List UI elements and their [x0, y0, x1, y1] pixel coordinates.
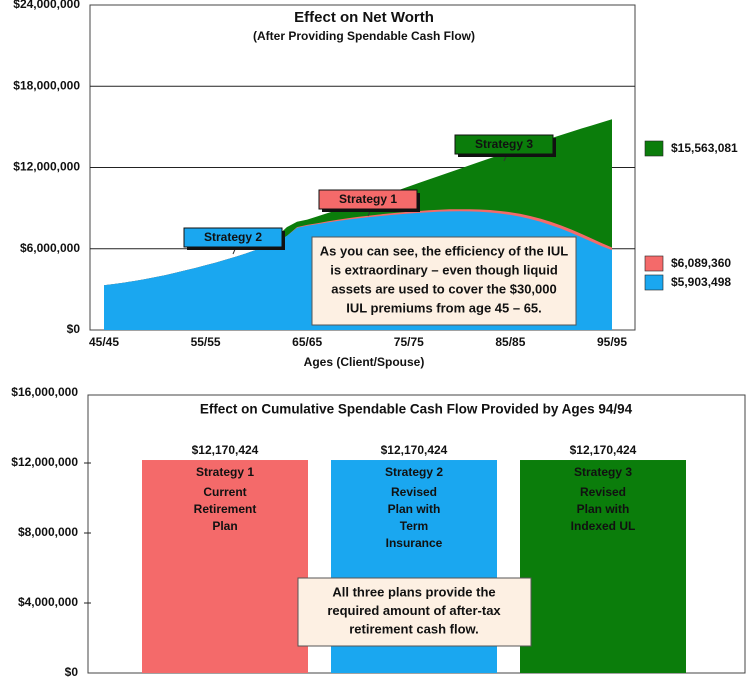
bar-category: Strategy 1: [196, 465, 254, 479]
y-tick-label: $0: [67, 322, 81, 336]
note-line: As you can see, the efficiency of the IU…: [320, 243, 569, 258]
bar-description: Term: [400, 519, 428, 533]
bar-description: Plan: [212, 519, 237, 533]
y-tick-label: $4,000,000: [18, 595, 78, 609]
callout-label: Strategy 3: [475, 137, 533, 151]
callout-box: [183, 227, 283, 248]
bar-description: Plan with: [577, 502, 630, 516]
x-tick-label: 65/65: [292, 335, 322, 349]
bar-description: Revised: [580, 485, 626, 499]
y-tick-label: $6,000,000: [20, 241, 80, 255]
chart-title: Effect on Cumulative Spendable Cash Flow…: [200, 402, 633, 417]
y-tick-label: $16,000,000: [11, 385, 78, 399]
legend-swatch: [644, 274, 664, 291]
value-label: $12,170,424: [381, 443, 448, 457]
value-label: $12,170,424: [192, 443, 259, 457]
x-tick-label: 95/95: [597, 335, 627, 349]
y-tick-label: $12,000,000: [11, 455, 78, 469]
callout-box: [454, 134, 554, 155]
legend-label: $5,903,498: [671, 275, 731, 289]
note-box: [297, 577, 532, 647]
x-tick-label: 45/45: [89, 335, 119, 349]
note-line: IUL premiums from age 45 – 65.: [346, 300, 542, 315]
value-label: $12,170,424: [570, 443, 637, 457]
bar-description: Indexed UL: [571, 519, 636, 533]
note-line: assets are used to cover the $30,000: [331, 281, 556, 296]
legend-swatch: [644, 255, 664, 272]
bar-description: Plan with: [388, 502, 441, 516]
callout-box: [318, 189, 418, 210]
bar-category: Strategy 2: [385, 465, 443, 479]
x-tick-label: 85/85: [495, 335, 525, 349]
y-tick-label: $18,000,000: [13, 78, 80, 92]
legend-label: $15,563,081: [671, 141, 738, 155]
legend-label: $6,089,360: [671, 256, 731, 270]
bar: [520, 460, 686, 673]
bar: [142, 460, 308, 673]
note-line: required amount of after-tax: [327, 603, 501, 618]
note-line: retirement cash flow.: [349, 621, 479, 636]
x-tick-label: 75/75: [394, 335, 424, 349]
y-tick-label: $8,000,000: [18, 525, 78, 539]
y-tick-label: $24,000,000: [13, 0, 80, 11]
note-box: [311, 236, 577, 326]
callout-label: Strategy 2: [204, 230, 262, 244]
y-tick-label: $0: [65, 665, 79, 679]
bar-category: Strategy 3: [574, 465, 632, 479]
y-tick-label: $12,000,000: [13, 160, 80, 174]
chart-title: Effect on Net Worth: [294, 9, 434, 26]
x-tick-label: 55/55: [191, 335, 221, 349]
bar-description: Retirement: [194, 502, 257, 516]
bar-description: Insurance: [386, 536, 443, 550]
chart-subtitle: (After Providing Spendable Cash Flow): [253, 29, 475, 43]
bar-description: Revised: [391, 485, 437, 499]
x-axis-label: Ages (Client/Spouse): [304, 355, 425, 369]
bar-description: Current: [203, 485, 246, 499]
legend-swatch: [644, 140, 664, 157]
note-line: is extraordinary – even though liquid: [330, 262, 558, 277]
note-line: All three plans provide the: [332, 584, 495, 599]
callout-label: Strategy 1: [339, 192, 397, 206]
